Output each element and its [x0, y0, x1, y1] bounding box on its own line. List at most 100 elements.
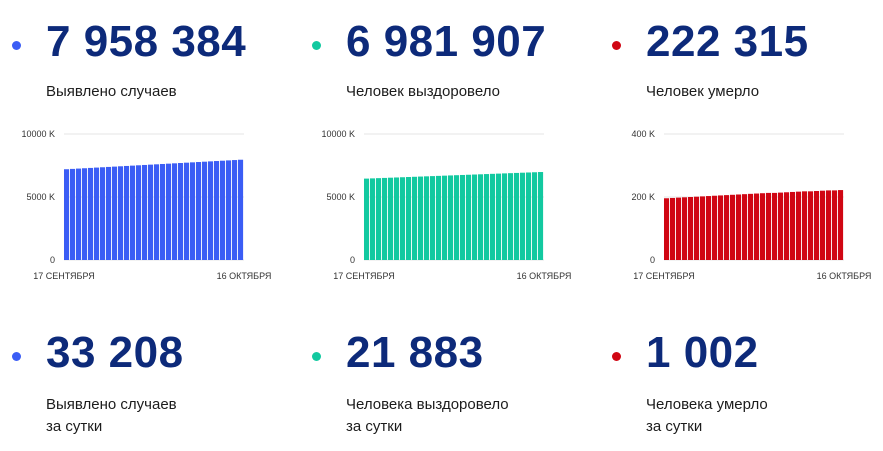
- chart-0-bar: [148, 164, 154, 260]
- chart-2-y-tick-label: 400 K: [631, 129, 655, 139]
- chart-0-bar: [184, 162, 190, 260]
- chart-2-bar: [820, 190, 826, 260]
- chart-1-y-tick-label: 0: [350, 255, 355, 265]
- chart-1-bar: [442, 175, 448, 260]
- chart-1-bar: [436, 175, 442, 260]
- cases-daily-period: за сутки: [46, 418, 103, 435]
- recovered-column: 6 981 907 Человек выздоровело 0 5000 K 100…: [300, 0, 590, 451]
- chart-2-bar: [754, 193, 760, 260]
- chart-0-bar: [76, 168, 82, 260]
- chart-1-bar: [460, 174, 466, 260]
- chart-2-bar: [742, 194, 748, 260]
- chart-0-x-end-label: 16 ОКТЯБРЯ: [217, 271, 272, 281]
- chart-2-bar: [808, 191, 814, 260]
- chart-0-bar: [238, 159, 244, 260]
- chart-1-bar: [472, 174, 478, 260]
- chart-2-bar: [700, 196, 706, 260]
- deaths-daily-value: 1 002: [646, 328, 759, 377]
- chart-2-x-start-label: 17 СЕНТЯБРЯ: [633, 271, 695, 281]
- deaths-total-label: Человек умерло: [646, 83, 760, 100]
- chart-0-bar: [88, 167, 94, 260]
- chart-0-y-tick-label: 10000 K: [21, 129, 55, 139]
- chart-2-bar: [676, 197, 682, 260]
- chart-1-y-tick-label: 5000 K: [326, 192, 355, 202]
- chart-0-bar: [160, 163, 166, 260]
- chart-2-bar: [832, 190, 838, 260]
- chart-0-bar: [190, 162, 196, 260]
- chart-2-bar: [664, 198, 670, 260]
- chart-1-bar: [478, 174, 484, 260]
- chart-0-x-start-label: 17 СЕНТЯБРЯ: [33, 271, 95, 281]
- chart-2-x-end-label: 16 ОКТЯБРЯ: [817, 271, 872, 281]
- chart-0-bar: [214, 161, 220, 260]
- cases-total-label: Выявлено случаев: [46, 83, 177, 100]
- chart-1-bar: [538, 172, 544, 260]
- chart-1-bar: [466, 174, 472, 260]
- chart-1-bar: [490, 173, 496, 260]
- chart-1-bar: [532, 172, 538, 260]
- chart-1-bar: [370, 178, 376, 260]
- chart-1-bar: [382, 177, 388, 260]
- cases-daily-dot-icon: [12, 352, 21, 361]
- deaths-chart: 0 200 K 400 K 17 СЕНТЯБРЯ 16 ОКТЯБРЯ: [631, 129, 872, 281]
- cases-total-value: 7 958 384: [46, 17, 247, 66]
- recovered-daily-value: 21 883: [346, 328, 484, 377]
- chart-1-bar: [514, 172, 520, 260]
- chart-1-y-tick-label: 10000 K: [321, 129, 355, 139]
- chart-1-bar: [424, 176, 430, 260]
- chart-0-bar: [106, 166, 112, 260]
- chart-1-bar: [406, 177, 412, 260]
- deaths-column: 222 315 Человек умерло 0 200 K 400 K 17 СЕН…: [600, 0, 883, 451]
- chart-2-bar: [694, 196, 700, 260]
- chart-1-bar: [508, 173, 514, 260]
- chart-1-x-start-label: 17 СЕНТЯБРЯ: [333, 271, 395, 281]
- chart-2-bar: [826, 190, 832, 260]
- chart-0-bar: [172, 163, 178, 260]
- chart-2-bar: [802, 191, 808, 260]
- chart-1-bar: [400, 177, 406, 260]
- chart-1-bar: [526, 172, 532, 260]
- cases-dot-icon: [12, 41, 21, 50]
- chart-2-bar: [670, 197, 676, 260]
- chart-0-bar: [82, 168, 88, 260]
- chart-0-bar: [226, 160, 232, 260]
- chart-0-bar: [94, 167, 100, 260]
- chart-2-bar: [784, 192, 790, 260]
- chart-1-bar: [496, 173, 502, 260]
- recovered-dot-icon: [312, 41, 321, 50]
- chart-2-bar: [718, 195, 724, 260]
- chart-2-bar: [682, 197, 688, 260]
- chart-0-bar: [64, 169, 70, 260]
- chart-2-bar: [724, 195, 730, 260]
- chart-0-bar: [196, 162, 202, 260]
- chart-2-bar: [706, 196, 712, 260]
- chart-0-bar: [100, 167, 106, 260]
- chart-2-bar: [796, 191, 802, 260]
- chart-1-bar: [502, 173, 508, 260]
- chart-0-bar: [208, 161, 214, 260]
- deaths-daily-label: Человека умерло: [646, 396, 768, 413]
- recovered-daily-label: Человека выздоровело: [346, 396, 509, 413]
- deaths-total-value: 222 315: [646, 17, 809, 66]
- chart-2-bar: [778, 192, 784, 260]
- cases-daily-value: 33 208: [46, 328, 184, 377]
- cases-column: 7 958 384 Выявлено случаев 0 5000 K 10000 …: [0, 0, 290, 451]
- chart-0-bar: [136, 165, 142, 260]
- chart-0-y-tick-label: 5000 K: [26, 192, 55, 202]
- recovered-daily-period: за сутки: [346, 418, 403, 435]
- chart-0-bar: [154, 164, 160, 260]
- chart-2-bar: [736, 194, 742, 260]
- chart-0-bar: [232, 160, 238, 260]
- recovered-daily-dot-icon: [312, 352, 321, 361]
- chart-2-y-tick-label: 200 K: [631, 192, 655, 202]
- chart-2-y-tick-label: 0: [650, 255, 655, 265]
- chart-0-bar: [142, 164, 148, 260]
- cases-daily-label: Выявлено случаев: [46, 396, 177, 413]
- chart-2-bar: [814, 191, 820, 260]
- chart-0-bar: [202, 161, 208, 260]
- chart-1-x-end-label: 16 ОКТЯБРЯ: [517, 271, 572, 281]
- chart-2-bar: [838, 190, 844, 260]
- recovered-chart: 0 5000 K 10000 K 17 СЕНТЯБРЯ 16 ОКТЯБРЯ: [321, 129, 572, 281]
- cases-chart: 0 5000 K 10000 K 17 СЕНТЯБРЯ 16 ОКТЯБРЯ: [21, 129, 272, 281]
- chart-0-bar: [220, 160, 226, 260]
